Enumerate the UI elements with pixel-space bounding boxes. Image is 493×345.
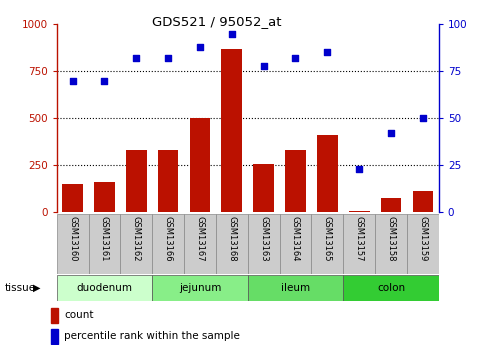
- Point: [291, 55, 299, 61]
- Text: GSM13165: GSM13165: [323, 216, 332, 261]
- Text: GSM13168: GSM13168: [227, 216, 236, 261]
- Point: [260, 63, 268, 68]
- Bar: [253, 164, 274, 212]
- Bar: [152, 275, 247, 301]
- Text: GDS521 / 95052_at: GDS521 / 95052_at: [152, 16, 282, 29]
- Point: [419, 115, 427, 121]
- Text: percentile rank within the sample: percentile rank within the sample: [65, 331, 241, 341]
- Text: colon: colon: [377, 283, 405, 293]
- Bar: [375, 214, 407, 274]
- Text: tissue: tissue: [5, 283, 36, 293]
- Bar: [343, 275, 439, 301]
- Bar: [126, 150, 146, 212]
- Text: GSM13163: GSM13163: [259, 216, 268, 261]
- Bar: [89, 214, 120, 274]
- Bar: [57, 275, 152, 301]
- Text: count: count: [65, 310, 94, 321]
- Bar: [51, 308, 58, 323]
- Bar: [407, 214, 439, 274]
- Point: [132, 55, 140, 61]
- Text: GSM13158: GSM13158: [387, 216, 395, 261]
- Text: GSM13167: GSM13167: [195, 216, 205, 261]
- Bar: [317, 135, 338, 212]
- Bar: [285, 150, 306, 212]
- Point: [387, 130, 395, 136]
- Point: [323, 50, 331, 55]
- Text: GSM13166: GSM13166: [164, 216, 173, 261]
- Bar: [51, 329, 58, 344]
- Bar: [221, 49, 242, 212]
- Text: duodenum: duodenum: [76, 283, 133, 293]
- Bar: [190, 118, 211, 212]
- Text: GSM13159: GSM13159: [419, 216, 427, 261]
- Bar: [62, 184, 83, 212]
- Point: [69, 78, 76, 83]
- Text: GSM13157: GSM13157: [354, 216, 364, 261]
- Point: [228, 31, 236, 36]
- Bar: [152, 214, 184, 274]
- Text: ▶: ▶: [33, 283, 40, 293]
- Text: jejunum: jejunum: [179, 283, 221, 293]
- Bar: [216, 214, 247, 274]
- Bar: [184, 214, 216, 274]
- Bar: [343, 214, 375, 274]
- Bar: [312, 214, 343, 274]
- Bar: [413, 191, 433, 212]
- Bar: [158, 150, 178, 212]
- Point: [196, 44, 204, 49]
- Bar: [349, 211, 370, 212]
- Bar: [120, 214, 152, 274]
- Bar: [94, 182, 115, 212]
- Bar: [280, 214, 312, 274]
- Bar: [57, 214, 89, 274]
- Bar: [247, 275, 343, 301]
- Text: GSM13164: GSM13164: [291, 216, 300, 261]
- Text: GSM13161: GSM13161: [100, 216, 109, 261]
- Text: GSM13162: GSM13162: [132, 216, 141, 261]
- Text: ileum: ileum: [281, 283, 310, 293]
- Point: [101, 78, 108, 83]
- Point: [164, 55, 172, 61]
- Bar: [381, 198, 401, 212]
- Text: GSM13160: GSM13160: [68, 216, 77, 261]
- Bar: [247, 214, 280, 274]
- Point: [355, 166, 363, 172]
